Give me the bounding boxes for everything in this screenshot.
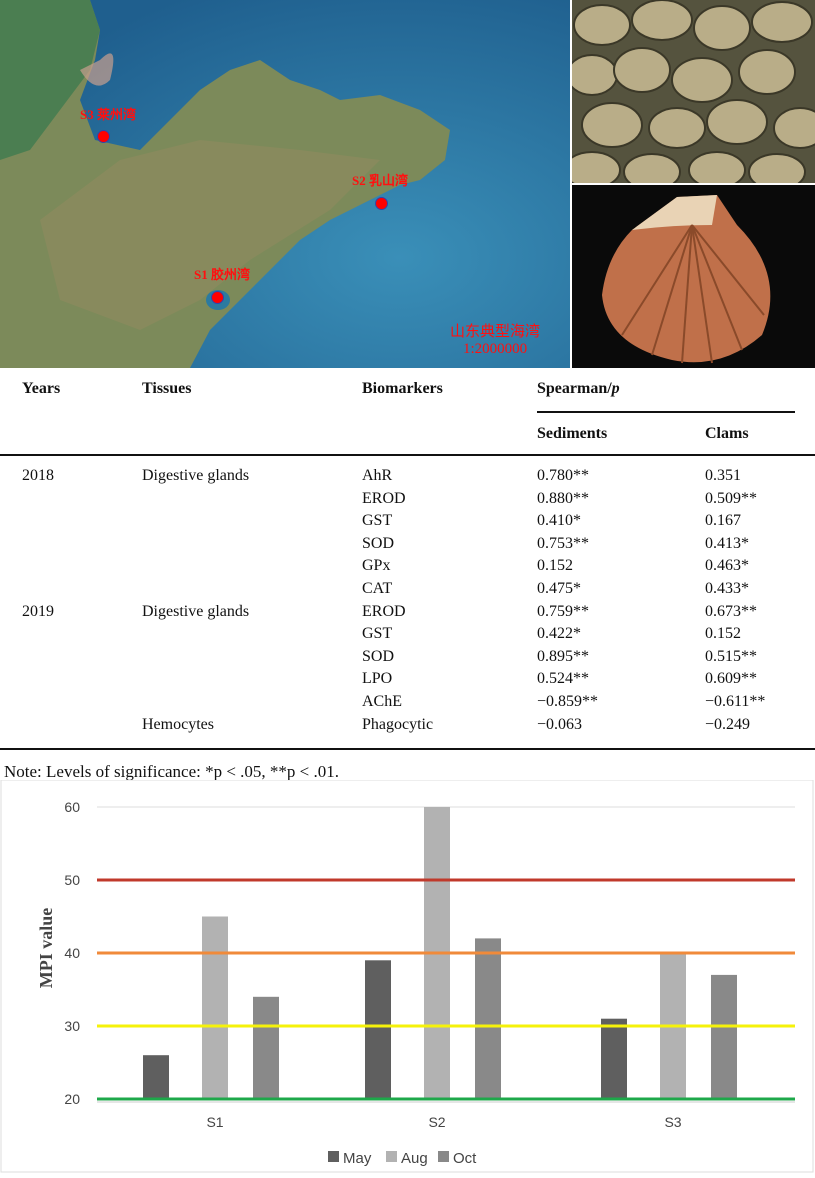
site-label-s2: S2 乳山湾 [352,173,408,188]
cell-sediments: 0.524** [537,670,589,688]
map-title: 山东典型海湾 [450,324,541,340]
legend-swatch-may [328,1151,339,1162]
header-rule [0,454,815,456]
cell-clams: 0.673** [705,602,757,620]
bar-may-s3 [601,1018,627,1099]
cell-sediments: 0.780** [537,467,589,484]
cell-biomarker: SOD [362,534,395,552]
cell-tissue: Digestive glands [142,602,250,620]
cell-clams: −0.611** [705,693,766,710]
cell-biomarker: AChE [362,693,402,710]
cell-clams: 0.152 [705,625,741,643]
scallop-photo [572,185,815,368]
header-spearman: Spearman/p [537,380,620,398]
cell-biomarker: GST [362,625,393,643]
cell-biomarker: CAT [362,580,393,597]
cell-clams: 0.463* [705,557,749,575]
site-marker-s2 [375,197,388,210]
cell-sediments: 0.422* [537,625,581,643]
cell-tissue: Hemocytes [142,715,214,733]
cell-biomarker: EROD [362,489,406,507]
cell-sediments: 0.753** [537,534,589,552]
legend-label-aug: Aug [401,1150,428,1167]
cell-clams: 0.509** [705,489,757,507]
header-clams: Clams [705,425,749,442]
bar-oct-s3 [711,974,737,1099]
site-marker-s1 [211,291,224,304]
header-sediments: Sediments [537,425,608,442]
cell-biomarker: EROD [362,602,406,620]
cell-clams: 0.351 [705,467,741,484]
cell-biomarker: SOD [362,647,395,665]
map-scale: 1:2000000 [463,341,528,357]
cell-biomarker: GST [362,512,393,530]
chart-svg: MPI value 20 30 40 50 60 S1 S2 S3 May Aug Oct [0,779,814,1173]
cell-sediments: 0.410* [537,512,581,530]
y-tick-label: 30 [64,1018,80,1034]
y-tick-label: 60 [64,799,80,815]
bar-aug-s1 [202,916,228,1099]
cell-biomarker: LPO [362,670,393,688]
bottom-rule [0,748,815,750]
header-spearman-label: Spearman/ [537,380,612,397]
bar-oct-s2 [475,938,501,1099]
y-tick-label: 40 [64,945,80,961]
y-tick-label: 50 [64,872,80,888]
spearman-table: Years Tissues Biomarkers Spearman/p Sedi… [0,370,815,781]
clams-photo [572,0,815,183]
legend-label-may: May [343,1150,372,1167]
x-tick-label: S2 [428,1114,445,1130]
bar-may-s2 [365,960,391,1099]
cell-clams: 0.609** [705,670,757,688]
mpi-chart: MPI value 20 30 40 50 60 S1 S2 S3 May Aug Oct [0,779,815,1173]
cell-clams: −0.249 [705,715,751,733]
cell-biomarker: Phagocytic [362,715,434,733]
cell-clams: 0.433* [705,580,749,597]
cell-sediments: 0.475* [537,580,581,597]
x-tick-label: S3 [664,1114,681,1130]
map-background [0,0,570,368]
y-tick-label: 20 [64,1091,80,1107]
site-label-s3: S3 莱州湾 [80,107,136,122]
header-spearman-p: p [611,380,620,397]
cell-year: 2019 [22,602,54,620]
table-note: Note: Levels of significance: *p < .05, … [4,762,340,781]
cell-sediments: 0.895** [537,647,589,665]
cell-clams: 0.167 [705,512,741,530]
legend-label-oct: Oct [453,1150,477,1167]
legend-swatch-oct [438,1151,449,1162]
cell-biomarker: GPx [362,557,391,575]
spanner-rule [537,411,795,413]
header-biomarkers: Biomarkers [362,380,443,397]
site-marker-s3 [97,130,110,143]
header-years: Years [22,380,61,397]
legend-swatch-aug [386,1151,397,1162]
cell-sediments: 0.759** [537,602,589,620]
cell-clams: 0.413* [705,534,749,552]
cell-clams: 0.515** [705,647,757,665]
cell-sediments: −0.063 [537,715,583,733]
y-axis-label: MPI value [36,908,56,989]
cell-biomarker: AhR [362,467,393,484]
cell-year: 2018 [22,467,54,484]
site-label-s1: S1 胶州湾 [194,267,250,282]
cell-sediments: −0.859** [537,693,599,710]
cell-sediments: 0.152 [537,557,573,575]
bar-oct-s1 [253,996,279,1099]
x-tick-label: S1 [206,1114,223,1130]
cell-sediments: 0.880** [537,489,589,507]
satellite-map: S3 莱州湾 S2 乳山湾 S1 胶州湾 山东典型海湾 1:2000000 [0,0,570,368]
cell-tissue: Digestive glands [142,467,250,484]
bar-may-s1 [143,1055,169,1099]
header-tissues: Tissues [142,380,192,397]
